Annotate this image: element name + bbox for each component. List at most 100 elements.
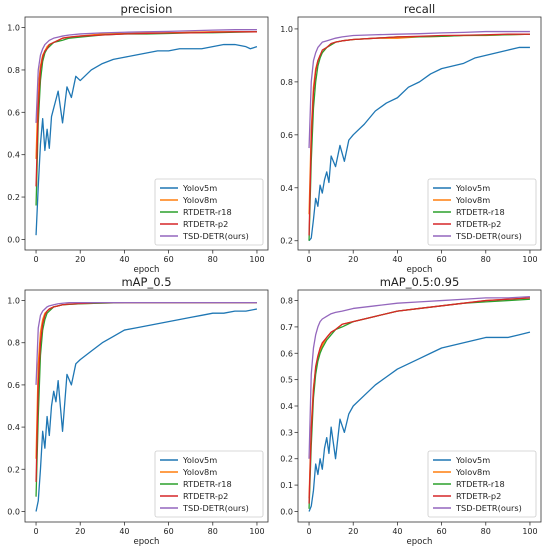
legend-label-yolov8m: Yolov8m bbox=[455, 467, 490, 477]
x-axis-label: epoch bbox=[134, 265, 160, 275]
series-line-tsd-detr-ours bbox=[35, 301, 257, 385]
series-line-yolov5m bbox=[35, 308, 258, 512]
y-tick-label: 0.2 bbox=[7, 465, 20, 474]
series-line-tsd-detr-ours bbox=[308, 295, 530, 459]
legend: Yolov5m Yolov8m RTDETR-r18 RTDETR-p2 TSD-DET… bbox=[154, 450, 264, 518]
x-tick-label: 0 bbox=[306, 527, 311, 536]
y-tick-label: 0.4 bbox=[280, 402, 293, 411]
chart-panel-map-0-5: mAP_0.5 0 20 40 60 80 100 0.0 0.2 0.4 0.6 0.8 1.0 epo… bbox=[7, 275, 269, 547]
plot-frame bbox=[24, 16, 269, 251]
legend-label-yolov5m: Yolov5m bbox=[455, 455, 490, 465]
legend-label-rtdetr-p2: RTDETR-p2 bbox=[183, 491, 228, 501]
x-tick-label: 80 bbox=[208, 527, 218, 536]
y-tick-label: 0.6 bbox=[280, 131, 293, 140]
y-tick-label: 0.8 bbox=[280, 297, 293, 306]
y-tick-label: 0.6 bbox=[7, 381, 20, 390]
x-tick-label: 20 bbox=[348, 527, 358, 536]
series-lines bbox=[308, 295, 531, 512]
y-tick-label: 0.5 bbox=[280, 376, 293, 385]
y-tick-label: 0.4 bbox=[7, 151, 20, 160]
y-tick-label: 0.0 bbox=[280, 507, 293, 516]
legend: Yolov5m Yolov8m RTDETR-r18 RTDETR-p2 TSD-DET… bbox=[427, 178, 537, 246]
series-line-yolov5m bbox=[35, 43, 258, 236]
x-tick-label: 60 bbox=[436, 527, 446, 536]
series-line-tsd-detr-ours bbox=[35, 29, 257, 123]
legend-label-tsd-detr-ours: TSD-DETR(ours) bbox=[455, 231, 522, 241]
chart-title: mAP_0.5 bbox=[121, 275, 171, 289]
series-line-tsd-detr-ours bbox=[308, 30, 530, 149]
chart-panel-recall: recall 0 20 40 60 80 100 0.2 0.4 0.6 0.8 1.0 epoch Yo… bbox=[280, 2, 542, 275]
y-tick-label: 0.0 bbox=[7, 235, 20, 244]
series-line-yolov5m bbox=[308, 331, 531, 512]
legend-label-rtdetr-p2: RTDETR-p2 bbox=[183, 219, 228, 229]
chart-panel-map-0-5-0-95: mAP_0.5:0.95 0 20 40 60 80 100 0.0 0.1 0.2 0.3 0.4 0… bbox=[280, 275, 542, 547]
y-tick-label: 0.2 bbox=[280, 237, 293, 246]
plot-frame bbox=[24, 289, 269, 523]
x-axis-label: epoch bbox=[407, 265, 433, 275]
x-tick-label: 100 bbox=[522, 527, 537, 536]
x-tick-label: 100 bbox=[522, 255, 537, 264]
chart-title: precision bbox=[121, 2, 173, 16]
chart-title: mAP_0.5:0.95 bbox=[380, 275, 460, 289]
y-tick-label: 0.6 bbox=[280, 349, 293, 358]
legend-label-rtdetr-r18: RTDETR-r18 bbox=[183, 479, 232, 489]
x-tick-label: 100 bbox=[249, 255, 264, 264]
legend-label-rtdetr-p2: RTDETR-p2 bbox=[456, 219, 501, 229]
y-tick-label: 0.2 bbox=[280, 455, 293, 464]
legend: Yolov5m Yolov8m RTDETR-r18 RTDETR-p2 TSD-DET… bbox=[154, 178, 264, 246]
legend-label-yolov5m: Yolov5m bbox=[182, 455, 217, 465]
x-tick-label: 100 bbox=[249, 527, 264, 536]
series-lines bbox=[35, 29, 258, 236]
x-axis-label: epoch bbox=[134, 537, 160, 547]
x-tick-label: 40 bbox=[119, 255, 129, 264]
x-tick-label: 20 bbox=[348, 255, 358, 264]
x-tick-label: 80 bbox=[208, 255, 218, 264]
legend-label-rtdetr-p2: RTDETR-p2 bbox=[456, 491, 501, 501]
x-tick-label: 20 bbox=[75, 527, 85, 536]
x-tick-label: 0 bbox=[33, 255, 38, 264]
y-tick-label: 0.7 bbox=[280, 323, 293, 332]
legend-box bbox=[427, 450, 537, 518]
legend-label-tsd-detr-ours: TSD-DETR(ours) bbox=[182, 503, 249, 513]
x-tick-label: 0 bbox=[306, 255, 311, 264]
y-tick-label: 0.2 bbox=[7, 193, 20, 202]
legend-box bbox=[427, 178, 537, 246]
y-tick-label: 0.4 bbox=[7, 423, 20, 432]
legend-label-yolov8m: Yolov8m bbox=[182, 467, 217, 477]
legend-box bbox=[154, 178, 264, 246]
x-tick-label: 20 bbox=[75, 255, 85, 264]
y-tick-label: 1.0 bbox=[7, 297, 20, 306]
x-tick-label: 60 bbox=[163, 255, 173, 264]
y-tick-label: 1.0 bbox=[7, 24, 20, 33]
x-tick-label: 0 bbox=[33, 527, 38, 536]
x-tick-label: 60 bbox=[163, 527, 173, 536]
series-line-rtdetr-p2 bbox=[308, 297, 530, 504]
y-tick-label: 0.3 bbox=[280, 428, 293, 437]
y-tick-label: 0.0 bbox=[7, 507, 20, 516]
x-tick-label: 80 bbox=[481, 255, 491, 264]
legend-label-rtdetr-r18: RTDETR-r18 bbox=[183, 207, 232, 217]
y-tick-label: 0.8 bbox=[7, 66, 20, 75]
legend: Yolov5m Yolov8m RTDETR-r18 RTDETR-p2 TSD-DET… bbox=[427, 450, 537, 518]
x-tick-label: 40 bbox=[392, 255, 402, 264]
y-tick-label: 1.0 bbox=[280, 25, 293, 34]
legend-box bbox=[154, 450, 264, 518]
chart-panel-precision: precision 0 20 40 60 80 100 0.0 0.2 0.4 0.6 0.8 1.0 e… bbox=[7, 2, 269, 275]
series-line-rtdetr-p2 bbox=[35, 31, 257, 187]
series-lines bbox=[308, 30, 530, 242]
series-line-rtdetr-p2 bbox=[308, 33, 530, 236]
y-tick-label: 0.4 bbox=[280, 184, 293, 193]
x-tick-label: 60 bbox=[436, 255, 446, 264]
series-lines bbox=[35, 301, 258, 512]
y-tick-label: 0.8 bbox=[280, 78, 293, 87]
y-tick-label: 0.8 bbox=[7, 339, 20, 348]
y-tick-label: 0.1 bbox=[280, 481, 293, 490]
x-axis-label: epoch bbox=[407, 537, 433, 547]
x-tick-label: 80 bbox=[481, 527, 491, 536]
x-tick-label: 40 bbox=[392, 527, 402, 536]
legend-label-yolov5m: Yolov5m bbox=[182, 183, 217, 193]
legend-label-rtdetr-r18: RTDETR-r18 bbox=[456, 479, 505, 489]
y-tick-label: 0.6 bbox=[7, 108, 20, 117]
plot-frame bbox=[297, 16, 542, 251]
